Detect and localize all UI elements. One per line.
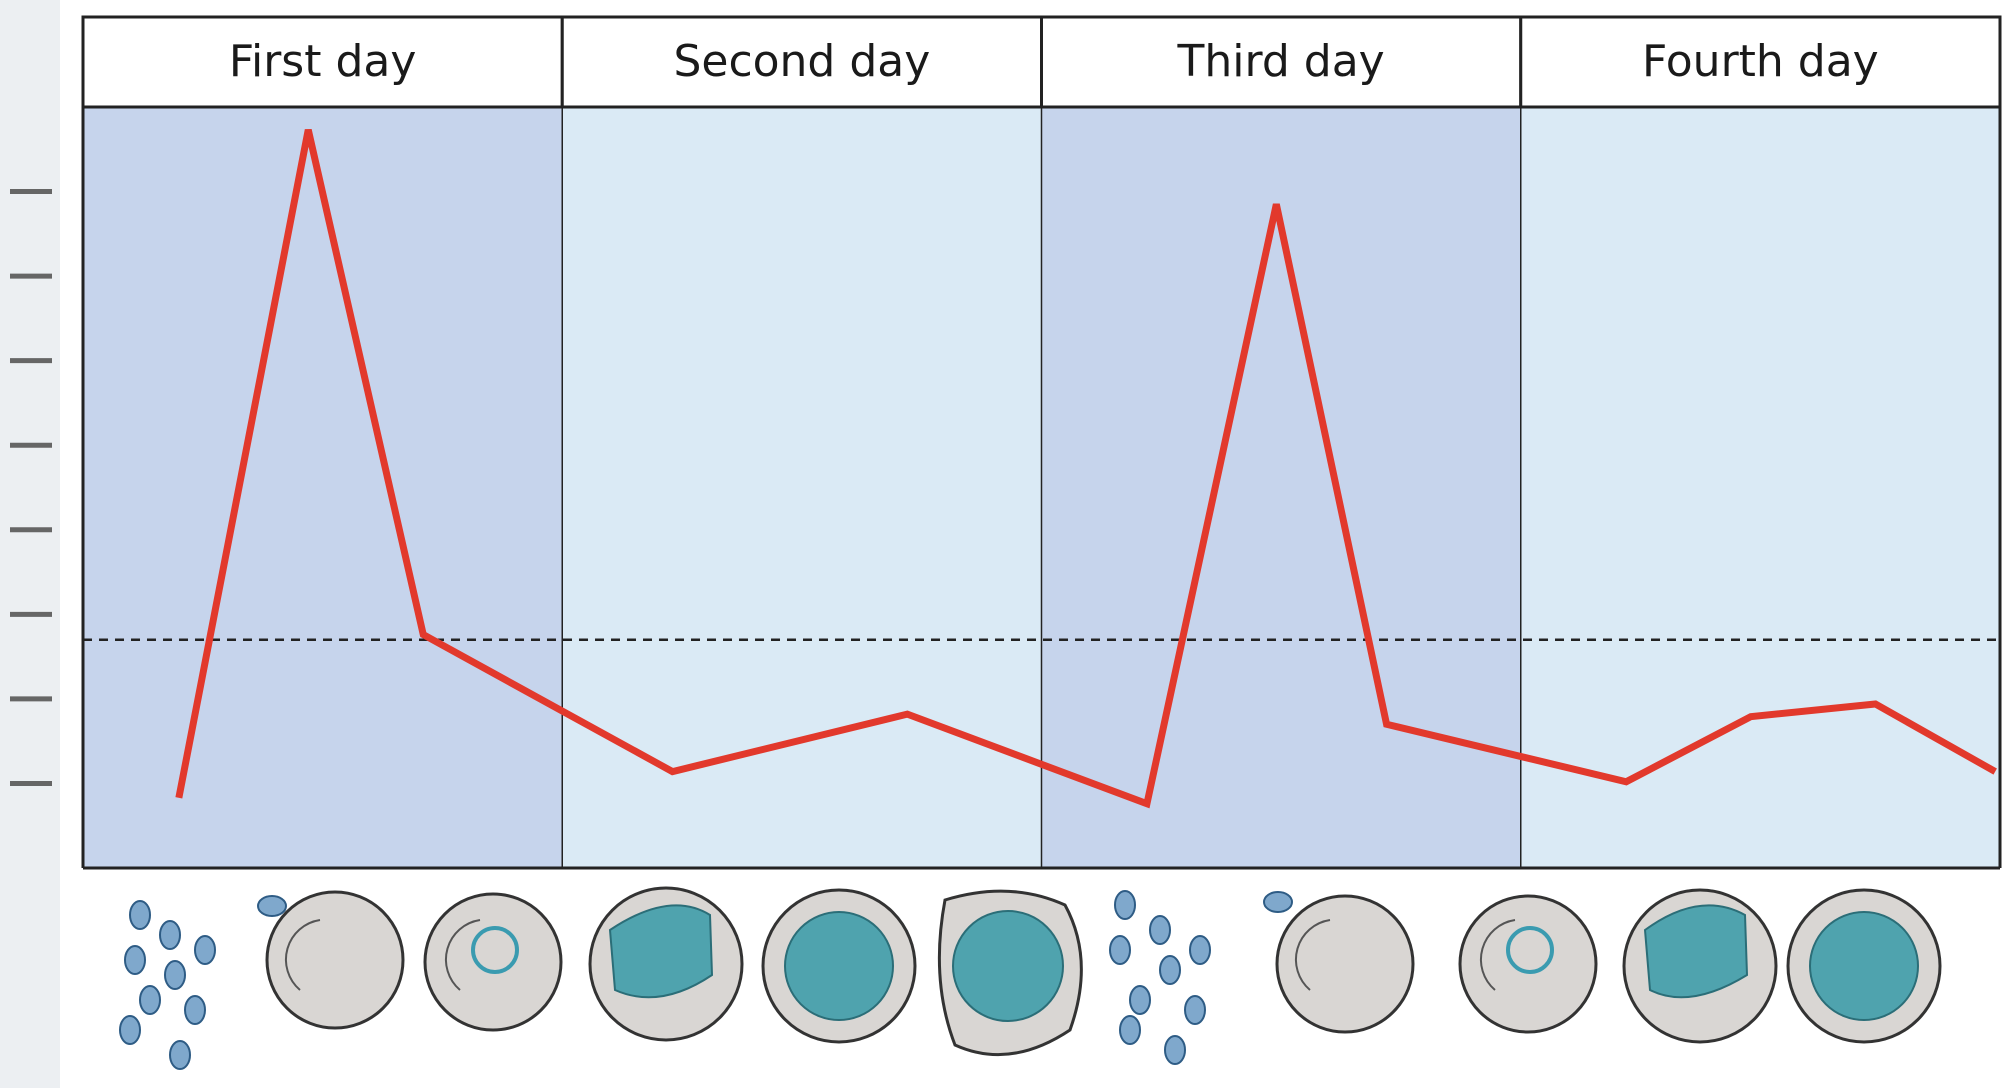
- day-header: Fourth day: [1642, 36, 1879, 87]
- day-header-cell: [560, 15, 1043, 109]
- fever-line: [175, 129, 1997, 809]
- day-header: First day: [229, 36, 417, 87]
- day-header: Second day: [673, 36, 930, 87]
- day-header: Third day: [1177, 36, 1385, 87]
- day-band: [1520, 107, 2000, 868]
- cell-illustrations: [119, 886, 1942, 1070]
- day-header-cell: [81, 15, 564, 109]
- day-header-cell: [1519, 15, 2002, 109]
- left-margin: [0, 0, 60, 1088]
- day-band: [83, 107, 563, 868]
